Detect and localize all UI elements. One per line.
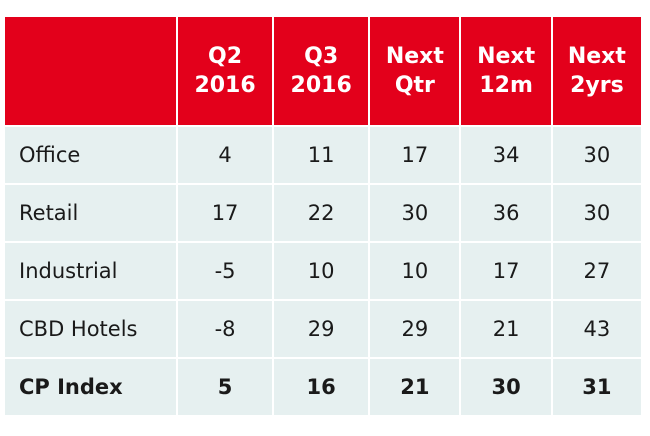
header-next-qtr: Next Qtr: [370, 17, 462, 125]
table-cell: 17: [178, 183, 275, 241]
table-cell: 4: [178, 125, 275, 183]
table-cell: 10: [370, 241, 462, 299]
table-cell: 43: [552, 299, 641, 357]
row-label: Office: [5, 125, 178, 183]
row-label: CBD Hotels: [5, 299, 178, 357]
table-cell: 22: [274, 183, 371, 241]
survey-table: Q2 2016 Q3 2016 Next Qtr Next 12m Next 2…: [5, 17, 641, 415]
table-cell: 31: [552, 357, 641, 415]
table-cell: 30: [461, 357, 553, 415]
row-label: Retail: [5, 183, 178, 241]
table-cell: 17: [370, 125, 462, 183]
table-cell: 29: [274, 299, 371, 357]
table-header-row: Q2 2016 Q3 2016 Next Qtr Next 12m Next 2…: [5, 17, 641, 125]
table-cell: 29: [370, 299, 462, 357]
row-label: CP Index: [5, 357, 178, 415]
header-q2-2016: Q2 2016: [178, 17, 275, 125]
header-corner-cell: [5, 17, 178, 125]
table-cell: 30: [552, 125, 641, 183]
table-cell: 21: [370, 357, 462, 415]
table-row-retail: Retail 17 22 30 36 30: [5, 183, 641, 241]
table-cell: 11: [274, 125, 371, 183]
table-cell: 36: [461, 183, 553, 241]
header-next-2yrs: Next 2yrs: [552, 17, 641, 125]
table-cell: -8: [178, 299, 275, 357]
table-cell: 21: [461, 299, 553, 357]
header-next-12m: Next 12m: [461, 17, 553, 125]
table-cell: -5: [178, 241, 275, 299]
table-cell: 30: [552, 183, 641, 241]
table-cell: 10: [274, 241, 371, 299]
table-cell: 34: [461, 125, 553, 183]
table-row-cp-index: CP Index 5 16 21 30 31: [5, 357, 641, 415]
row-label: Industrial: [5, 241, 178, 299]
table-cell: 5: [178, 357, 275, 415]
table-cell: 30: [370, 183, 462, 241]
table-row-industrial: Industrial -5 10 10 17 27: [5, 241, 641, 299]
table-row-cbd-hotels: CBD Hotels -8 29 29 21 43: [5, 299, 641, 357]
table-row-office: Office 4 11 17 34 30: [5, 125, 641, 183]
table-cell: 16: [274, 357, 371, 415]
table-cell: 27: [552, 241, 641, 299]
table-cell: 17: [461, 241, 553, 299]
header-q3-2016: Q3 2016: [274, 17, 371, 125]
